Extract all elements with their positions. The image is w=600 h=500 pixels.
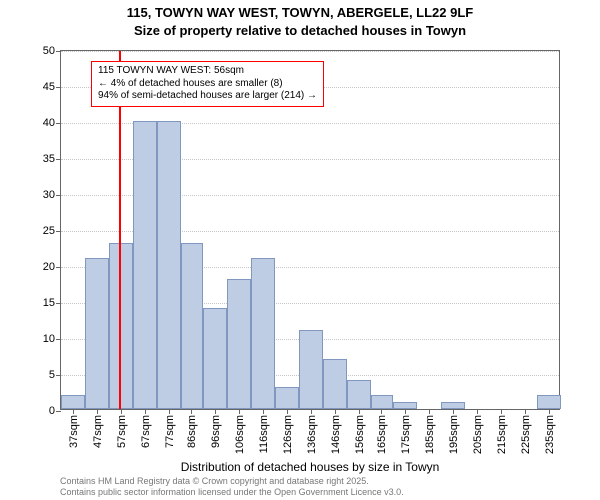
xtick-label: 175sqm xyxy=(398,415,412,454)
xtick-mark xyxy=(453,409,454,414)
ytick-label: 10 xyxy=(43,333,61,345)
chart-title-line2: Size of property relative to detached ho… xyxy=(0,22,600,40)
histogram-bar xyxy=(323,359,347,409)
histogram-bar xyxy=(227,279,251,409)
histogram-bar xyxy=(275,387,299,409)
xtick-label: 146sqm xyxy=(328,415,342,454)
ytick-label: 40 xyxy=(43,117,61,129)
xtick-mark xyxy=(287,409,288,414)
annotation-line3: 94% of semi-detached houses are larger (… xyxy=(98,90,317,103)
xtick-label: 116sqm xyxy=(256,415,270,453)
xtick-label: 77sqm xyxy=(162,415,176,448)
ytick-label: 5 xyxy=(49,369,61,381)
annotation-line1: 115 TOWYN WAY WEST: 56sqm xyxy=(98,65,317,78)
ytick-label: 0 xyxy=(49,405,61,417)
plot-area: 0510152025303540455037sqm47sqm57sqm67sqm… xyxy=(60,50,560,410)
ytick-label: 30 xyxy=(43,189,61,201)
x-axis-label: Distribution of detached houses by size … xyxy=(60,460,560,474)
xtick-label: 156sqm xyxy=(352,415,366,454)
ytick-label: 25 xyxy=(43,225,61,237)
xtick-label: 195sqm xyxy=(446,415,460,454)
xtick-mark xyxy=(381,409,382,414)
ytick-label: 50 xyxy=(43,45,61,57)
gridline xyxy=(61,51,559,52)
xtick-mark xyxy=(169,409,170,414)
xtick-label: 67sqm xyxy=(138,415,152,448)
histogram-bar xyxy=(85,258,109,409)
xtick-mark xyxy=(549,409,550,414)
histogram-bar xyxy=(441,402,465,409)
xtick-mark xyxy=(263,409,264,414)
ytick-label: 35 xyxy=(43,153,61,165)
histogram-bar xyxy=(181,243,203,409)
xtick-mark xyxy=(501,409,502,414)
xtick-label: 106sqm xyxy=(232,415,246,454)
annotation-box: 115 TOWYN WAY WEST: 56sqm ← 4% of detach… xyxy=(91,61,324,107)
xtick-label: 225sqm xyxy=(518,415,532,454)
histogram-bar xyxy=(537,395,561,409)
xtick-label: 126sqm xyxy=(280,415,294,454)
histogram-bar xyxy=(157,121,181,409)
xtick-label: 215sqm xyxy=(494,415,508,454)
xtick-label: 205sqm xyxy=(470,415,484,454)
xtick-mark xyxy=(239,409,240,414)
annotation-line2: ← 4% of detached houses are smaller (8) xyxy=(98,78,317,91)
histogram-bar xyxy=(371,395,393,409)
xtick-mark xyxy=(191,409,192,414)
xtick-mark xyxy=(525,409,526,414)
ytick-label: 45 xyxy=(43,81,61,93)
footer-line1: Contains HM Land Registry data © Crown c… xyxy=(60,476,404,487)
xtick-mark xyxy=(121,409,122,414)
xtick-label: 235sqm xyxy=(542,415,556,454)
xtick-mark xyxy=(359,409,360,414)
xtick-mark xyxy=(311,409,312,414)
histogram-bar xyxy=(393,402,417,409)
xtick-mark xyxy=(145,409,146,414)
histogram-bar xyxy=(61,395,85,409)
xtick-label: 185sqm xyxy=(422,415,436,454)
xtick-label: 37sqm xyxy=(66,415,80,448)
histogram-bar xyxy=(347,380,371,409)
footer-line2: Contains public sector information licen… xyxy=(60,487,404,498)
xtick-label: 47sqm xyxy=(90,415,104,448)
xtick-mark xyxy=(215,409,216,414)
histogram-bar xyxy=(251,258,275,409)
xtick-label: 57sqm xyxy=(114,415,128,448)
footer-attribution: Contains HM Land Registry data © Crown c… xyxy=(60,476,404,498)
chart-title-line1: 115, TOWYN WAY WEST, TOWYN, ABERGELE, LL… xyxy=(0,4,600,22)
chart-title-block: 115, TOWYN WAY WEST, TOWYN, ABERGELE, LL… xyxy=(0,0,600,39)
xtick-label: 136sqm xyxy=(304,415,318,454)
xtick-mark xyxy=(477,409,478,414)
xtick-label: 86sqm xyxy=(184,415,198,448)
ytick-label: 20 xyxy=(43,261,61,273)
xtick-label: 96sqm xyxy=(208,415,222,448)
histogram-bar xyxy=(133,121,157,409)
xtick-mark xyxy=(335,409,336,414)
xtick-mark xyxy=(73,409,74,414)
xtick-mark xyxy=(97,409,98,414)
histogram-bar xyxy=(109,243,133,409)
chart-container: 115, TOWYN WAY WEST, TOWYN, ABERGELE, LL… xyxy=(0,0,600,500)
histogram-bar xyxy=(299,330,323,409)
xtick-mark xyxy=(405,409,406,414)
ytick-label: 15 xyxy=(43,297,61,309)
xtick-mark xyxy=(429,409,430,414)
xtick-label: 165sqm xyxy=(374,415,388,454)
histogram-bar xyxy=(203,308,227,409)
